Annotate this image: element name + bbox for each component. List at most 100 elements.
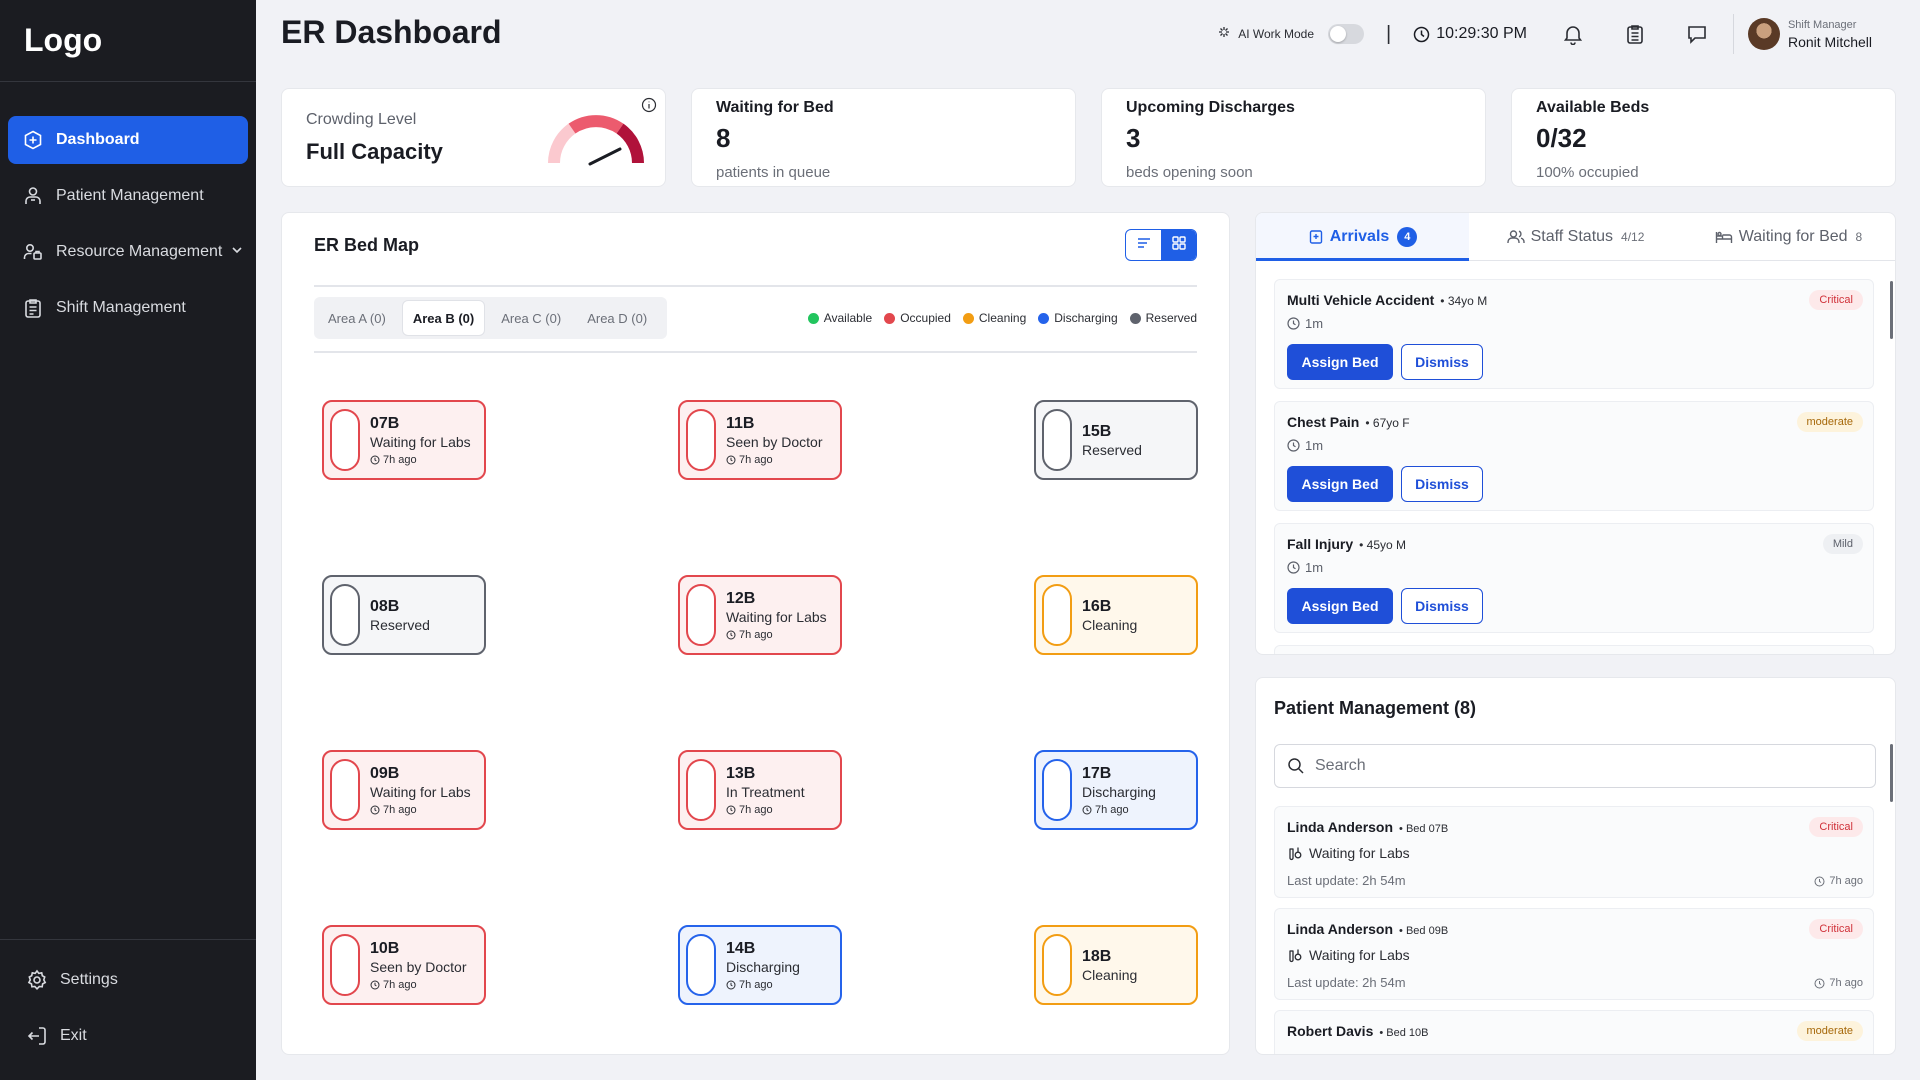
- info-icon[interactable]: [641, 97, 657, 118]
- stat-sub: 100% occupied: [1536, 164, 1639, 181]
- upcoming-discharges-card: Upcoming Discharges 3 beds opening soon: [1101, 88, 1486, 187]
- ai-work-mode-toggle[interactable]: [1328, 24, 1365, 44]
- clock-icon: [370, 980, 380, 989]
- tab-staff-status[interactable]: Staff Status 4/12: [1469, 213, 1682, 260]
- header-separator: |: [1386, 22, 1392, 45]
- chat-icon[interactable]: [1681, 18, 1713, 50]
- dismiss-button[interactable]: Dismiss: [1401, 588, 1483, 624]
- arrival-title: Chest Pain • 67yo F: [1287, 414, 1410, 430]
- sidebar-item-shift-management[interactable]: Shift Management: [8, 284, 248, 332]
- bed-pill: [1042, 409, 1072, 471]
- assign-bed-button[interactable]: Assign Bed: [1287, 344, 1393, 380]
- tab-label: Waiting for Bed: [1738, 227, 1848, 245]
- arrival-card: Multi Vehicle Accident • 34yo M 1m Critic…: [1274, 279, 1874, 389]
- dismiss-button[interactable]: Dismiss: [1401, 344, 1483, 380]
- dismiss-button[interactable]: Dismiss: [1401, 466, 1483, 502]
- list-icon: [1136, 235, 1152, 256]
- bed-14b[interactable]: 14B Discharging 7h ago: [678, 925, 842, 1005]
- sidebar-item-label: Dashboard: [56, 131, 140, 148]
- bell-icon[interactable]: [1557, 18, 1589, 50]
- patient-row[interactable]: Linda Anderson • Bed 07B Critical Waiting…: [1274, 806, 1874, 898]
- bed-13b[interactable]: 13B In Treatment 7h ago: [678, 750, 842, 830]
- arrival-title: Multi Vehicle Accident • 34yo M: [1287, 292, 1487, 308]
- people-icon: [1506, 229, 1525, 245]
- user-name: Ronit Mitchell: [1787, 33, 1872, 50]
- tab-area-b[interactable]: Area B (0): [401, 300, 486, 336]
- bed-12b[interactable]: 12B Waiting for Labs 7h ago: [678, 575, 842, 655]
- bed-id: 14B: [726, 939, 756, 957]
- clipboard-list-icon[interactable]: [1619, 18, 1651, 50]
- bed-09b[interactable]: 09B Waiting for Labs 7h ago: [322, 750, 486, 830]
- bed-10b[interactable]: 10B Seen by Doctor 7h ago: [322, 925, 486, 1005]
- legend-dot: [1038, 312, 1050, 324]
- scrollbar[interactable]: [1890, 744, 1893, 802]
- patient-name: Linda Anderson • Bed 09B: [1287, 921, 1448, 937]
- list-view-button[interactable]: [1126, 230, 1161, 260]
- chevron-down-icon[interactable]: [230, 243, 244, 262]
- sidebar-item-exit[interactable]: Exit: [26, 1012, 242, 1060]
- tab-waiting-for-bed[interactable]: Waiting for Bed 8: [1682, 213, 1895, 260]
- sidebar-item-dashboard[interactable]: Dashboard: [8, 116, 248, 164]
- bed-status: Seen by Doctor: [370, 958, 467, 975]
- resource-icon: [22, 241, 44, 263]
- tab-arrivals[interactable]: Arrivals 4: [1256, 213, 1469, 261]
- patient-name-text: Robert Davis: [1287, 1023, 1374, 1039]
- bed-07b[interactable]: 07B Waiting for Labs 7h ago: [322, 400, 486, 480]
- user-role: Shift Manager: [1787, 18, 1857, 31]
- panel-tabs: Arrivals 4 Staff Status 4/12 Waiting for…: [1256, 213, 1895, 261]
- tab-area-a[interactable]: Area A (0): [328, 310, 386, 326]
- sidebar-item-settings[interactable]: Settings: [26, 956, 242, 1004]
- patient-bed: • Bed 07B: [1399, 823, 1449, 835]
- sidebar-item-patient-management[interactable]: Patient Management: [8, 172, 248, 220]
- tab-area-d[interactable]: Area D (0): [587, 310, 648, 326]
- avatar: [1747, 18, 1780, 50]
- crowding-value: Full Capacity: [306, 139, 443, 164]
- arrival-title: Fall Injury • 45yo M: [1287, 536, 1406, 552]
- assign-bed-button[interactable]: Assign Bed: [1287, 588, 1393, 624]
- bed-id: 16B: [1082, 597, 1112, 615]
- bed-time: 7h ago: [726, 629, 827, 641]
- patient-row[interactable]: Linda Anderson • Bed 09B Critical Waiting…: [1274, 908, 1874, 1000]
- arrival-time-label: 1m: [1305, 438, 1324, 453]
- grid-view-button[interactable]: [1161, 230, 1196, 260]
- bed-info: 16B Cleaning: [1082, 598, 1137, 633]
- patient-row[interactable]: Robert Davis • Bed 10B moderate: [1274, 1010, 1874, 1054]
- arrival-meta: • 34yo M: [1440, 294, 1488, 308]
- patient-ago-label: 7h ago: [1829, 875, 1863, 887]
- user-profile[interactable]: Shift Manager Ronit Mitchell: [1747, 18, 1872, 50]
- sidebar-item-label: Resource Management: [56, 243, 223, 260]
- sidebar-nav: Dashboard Patient Management Resource Ma…: [0, 82, 256, 332]
- bed-time-label: 7h ago: [383, 453, 417, 466]
- crowding-card: Crowding Level Full Capacity: [281, 88, 666, 187]
- bed-pill: [686, 584, 716, 646]
- scrollbar[interactable]: [1890, 281, 1893, 339]
- arrivals-panel: Arrivals 4 Staff Status 4/12 Waiting for…: [1255, 212, 1896, 655]
- person-icon: [22, 185, 44, 207]
- search-placeholder: Search: [1315, 757, 1366, 774]
- bed-18b[interactable]: 18B Cleaning: [1034, 925, 1198, 1005]
- patient-status: Waiting for Labs: [1287, 947, 1410, 963]
- bed-icon: [1715, 229, 1733, 245]
- bed-info: 14B Discharging 7h ago: [726, 940, 800, 991]
- clock-icon: [1082, 805, 1092, 814]
- er-bed-map: ER Bed Map Area A (0) Area B (0) Area C …: [281, 212, 1230, 1055]
- bed-pill: [330, 934, 360, 996]
- bed-id: 09B: [370, 764, 400, 782]
- arrival-title-text: Multi Vehicle Accident: [1287, 292, 1435, 308]
- arrival-title-text: Fall Injury: [1287, 536, 1354, 552]
- tab-area-c[interactable]: Area C (0): [501, 310, 562, 326]
- bed-08b[interactable]: 08B Reserved: [322, 575, 486, 655]
- bed-17b[interactable]: 17B Discharging 7h ago: [1034, 750, 1198, 830]
- bed-16b[interactable]: 16B Cleaning: [1034, 575, 1198, 655]
- bed-11b[interactable]: 11B Seen by Doctor 7h ago: [678, 400, 842, 480]
- sidebar-item-label: Patient Management: [56, 187, 204, 204]
- bed-info: 08B Reserved: [370, 598, 430, 633]
- severity-badge: Critical: [1809, 919, 1863, 939]
- header: ER Dashboard AI Work Mode | 10:29:30 PM: [256, 0, 1920, 66]
- patient-status: Waiting for Labs: [1287, 845, 1410, 861]
- bed-15b[interactable]: 15B Reserved: [1034, 400, 1198, 480]
- assign-bed-button[interactable]: Assign Bed: [1287, 466, 1393, 502]
- severity-badge: Mild: [1822, 534, 1863, 554]
- sidebar-item-resource-management[interactable]: Resource Management: [8, 228, 248, 276]
- search-input[interactable]: Search: [1274, 744, 1876, 788]
